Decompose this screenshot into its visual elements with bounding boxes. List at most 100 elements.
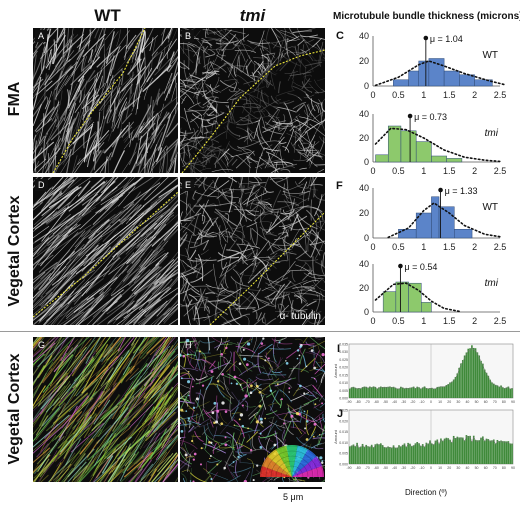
direction-bar [403, 388, 406, 398]
direction-bar [445, 437, 448, 464]
direction-axis-label: Direction (º) [405, 488, 448, 497]
genotype-label: WT [482, 50, 498, 61]
scale-bar [278, 487, 322, 489]
panel-letter-i: I [337, 343, 341, 355]
direction-bar [412, 386, 415, 398]
direction-bar [378, 444, 380, 464]
direction-bar [414, 388, 417, 398]
x-tick-label: -30 [401, 466, 406, 470]
direction-bar [489, 379, 491, 398]
mean-label: μ = 1.04 [430, 34, 463, 44]
panel-e-image: E α- tubulin [180, 177, 325, 325]
direction-bar [390, 447, 393, 464]
direction-bar [420, 445, 422, 464]
direction-bar [478, 355, 481, 398]
direction-bar [407, 388, 409, 398]
header-tmi: tmi [239, 6, 266, 25]
direction-bar [420, 388, 422, 398]
y-tick-label: 20 [359, 56, 369, 66]
direction-bar [414, 443, 417, 464]
direction-bar [349, 388, 351, 398]
genotype-label: tmi [485, 278, 499, 289]
x-tick-label: 60 [484, 466, 488, 470]
mean-marker [407, 113, 413, 119]
x-tick-label: 0 [370, 316, 375, 326]
direction-bar [491, 382, 493, 398]
panel-letter-h: H [185, 340, 192, 350]
direction-bar [463, 355, 466, 398]
direction-bar [485, 438, 488, 464]
direction-bar [500, 385, 502, 398]
panel-letter-c: C [336, 30, 344, 42]
x-tick-label: 70 [493, 400, 497, 404]
direction-bar [365, 386, 368, 398]
x-tick-label: 80 [502, 400, 506, 404]
direction-bar [359, 446, 362, 464]
direction-bar [440, 386, 442, 398]
direction-bar [476, 440, 479, 464]
direction-bar [460, 363, 462, 398]
direction-bar [369, 446, 371, 464]
direction-bar [374, 386, 377, 398]
histogram-bar [443, 70, 460, 87]
y-tick-label: 0.010 [339, 441, 348, 445]
histogram-bar [398, 229, 417, 239]
panel-letter-f: F [336, 180, 343, 192]
direction-bar [405, 387, 408, 398]
direction-bar [505, 441, 508, 464]
x-tick-label: -90 [346, 466, 351, 470]
stain-label: α- tubulin [279, 311, 321, 322]
x-tick-label: -10 [419, 466, 424, 470]
direction-bar [494, 443, 497, 464]
direction-bar [443, 386, 446, 398]
y-tick-label: 0.005 [339, 389, 348, 393]
histogram-bar [415, 141, 432, 163]
direction-bar [461, 360, 464, 398]
histogram-bar [387, 125, 402, 163]
direction-bar [376, 388, 378, 398]
x-tick-label: 20 [447, 466, 451, 470]
x-tick-label: 0 [370, 242, 375, 252]
direction-bar [445, 385, 448, 398]
direction-bar [372, 447, 375, 464]
x-tick-label: -80 [356, 400, 361, 404]
direction-bar [379, 386, 382, 398]
direction-bar [447, 384, 450, 398]
direction-bar [467, 348, 470, 398]
direction-histogram-j: Amount 0.000 0.005 0.010 0.015 0.020 0.025 -90 -… [333, 409, 515, 471]
direction-bar [400, 446, 402, 464]
direction-bar [392, 386, 395, 398]
direction-bar [418, 443, 420, 464]
x-tick-label: -20 [410, 466, 415, 470]
direction-bar [492, 383, 495, 398]
direction-bar [367, 446, 369, 464]
direction-bar [398, 388, 400, 398]
direction-bar [465, 352, 468, 398]
y-tick-label: 0.030 [339, 350, 348, 354]
direction-bar [370, 444, 373, 464]
direction-bar [485, 372, 488, 398]
x-tick-label: -80 [356, 466, 361, 470]
histogram-bar [382, 291, 397, 313]
direction-bar [507, 386, 510, 398]
direction-bar [372, 386, 375, 398]
panel-letter-g: G [38, 340, 46, 350]
direction-bar [358, 447, 360, 464]
x-tick-label: 2 [472, 316, 477, 326]
y-tick-label: 20 [359, 283, 369, 293]
direction-bar [482, 436, 484, 464]
direction-bar [503, 388, 506, 398]
mean-marker [398, 263, 403, 269]
x-tick-label: 10 [438, 466, 442, 470]
x-tick-label: 80 [502, 466, 506, 470]
direction-bar [465, 435, 468, 464]
direction-bar [500, 440, 502, 464]
x-tick-label: -90 [346, 400, 351, 404]
x-tick-label: 40 [465, 400, 469, 404]
x-tick-label: 60 [484, 400, 488, 404]
direction-bar [449, 439, 451, 464]
direction-bar [369, 386, 371, 398]
y-tick-label: 0 [364, 233, 369, 243]
x-tick-label: 0 [430, 400, 432, 404]
direction-bar [389, 447, 391, 464]
